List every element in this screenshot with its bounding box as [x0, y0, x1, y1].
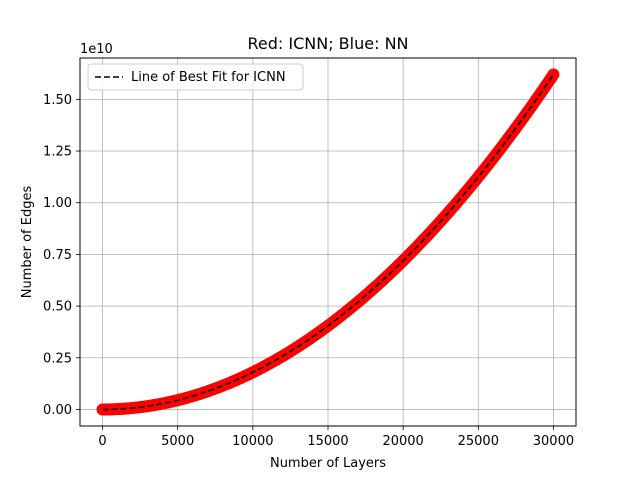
x-tick-label: 15000 — [307, 434, 348, 449]
y-axis-label: Number of Edges — [20, 186, 35, 299]
y-tick-label: 1.00 — [43, 196, 72, 211]
data-layer — [96, 68, 560, 416]
x-tick-label: 0 — [98, 434, 106, 449]
y-tick-label: 1.50 — [43, 93, 72, 108]
best-fit-line — [102, 74, 555, 411]
x-tick-label: 10000 — [232, 434, 273, 449]
y-tick-label: 0.25 — [43, 351, 72, 366]
legend: Line of Best Fit for ICNN — [87, 63, 304, 91]
y-tick-label: 0.50 — [43, 300, 72, 315]
chart-title: Red: ICNN; Blue: NN — [248, 34, 409, 53]
y-tick-label: 0.00 — [43, 403, 72, 418]
x-tick-label: 25000 — [458, 434, 499, 449]
x-axis-label: Number of Layers — [270, 456, 386, 471]
y-scale-label: 1e10 — [80, 42, 113, 57]
legend-label: Line of Best Fit for ICNN — [131, 70, 286, 85]
tick-layer: 0 5000 10000 15000 20000 25000 30000 0.00 0.25 0.… — [43, 93, 574, 449]
x-tick-label: 5000 — [161, 434, 194, 449]
legend-box — [87, 63, 304, 91]
y-tick-label: 1.25 — [43, 145, 72, 160]
y-tick-label: 0.75 — [43, 248, 72, 263]
x-tick-label: 30000 — [533, 434, 574, 449]
x-tick-label: 20000 — [382, 434, 423, 449]
icnn-data-point — [547, 68, 560, 81]
